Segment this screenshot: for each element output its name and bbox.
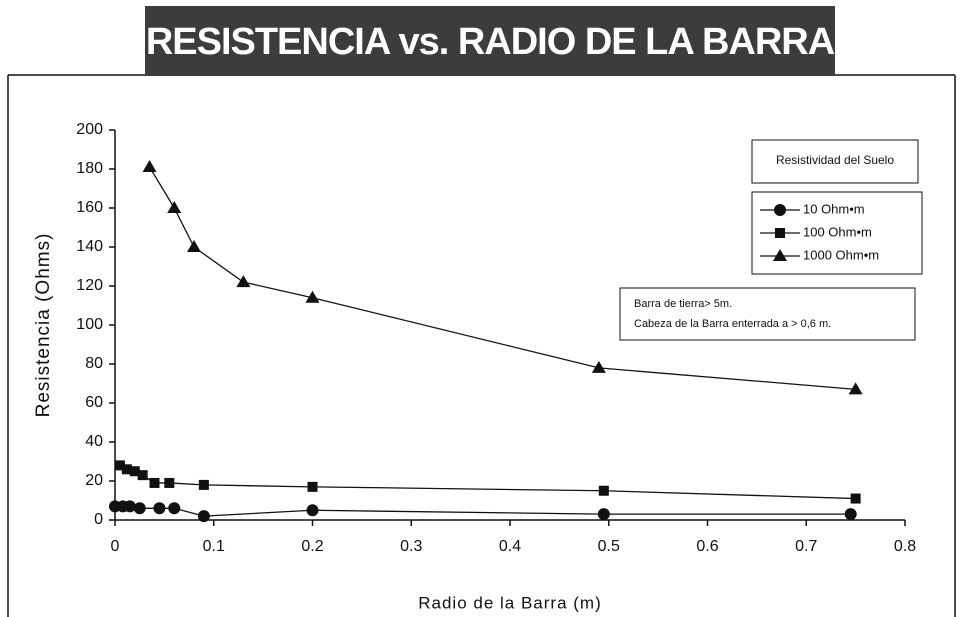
legend-label: 10 Ohm•m [803,201,865,216]
legend-label: 100 Ohm•m [803,224,872,239]
x-tick-label: 0.6 [696,538,718,555]
y-tick-label: 80 [85,355,103,372]
point [153,502,166,515]
series-line [149,166,856,390]
legend-title: Resistividad del Suelo [776,153,894,167]
x-tick-label: 0.3 [400,538,422,555]
point [142,160,157,173]
y-tick-label: 160 [76,199,103,216]
y-tick-label: 120 [76,277,103,294]
point [848,382,863,395]
y-tick-label: 140 [76,238,103,255]
point [197,510,210,523]
y-tick-label: 200 [76,121,103,138]
point [129,466,140,477]
point [149,477,160,488]
legend-marker [773,249,787,261]
point [168,502,181,515]
legend-label: 1000 Ohm•m [803,247,879,262]
y-tick-label: 40 [85,433,103,450]
point [133,502,146,515]
legend-marker [775,228,785,238]
x-tick-label: 0.7 [795,538,817,555]
series-line [115,505,851,517]
point [187,240,201,252]
series-line [119,464,856,500]
x-tick-label: 0.2 [301,538,323,555]
point [123,500,136,513]
y-tick-label: 20 [85,472,103,489]
point [236,275,251,288]
x-tick-label: 0.8 [894,538,916,555]
y-tick-label: 100 [76,316,103,333]
annotation: Cabeza de la Barra enterrada a > 0,6 m. [634,318,831,330]
x-axis-label: Radio de la Barra (m) [418,593,602,612]
point [844,508,857,521]
point [307,481,318,492]
y-axis-label: Resistencia (Ohms) [33,233,54,418]
y-tick-label: 180 [76,160,103,177]
point [306,504,319,517]
legend-marker [774,204,786,216]
annotation-box [619,287,916,341]
point [121,464,132,475]
point [137,470,148,481]
point [850,493,861,504]
chart-title: RESISTENCIA vs. RADIO DE LA BARRA [146,21,835,63]
y-tick-label: 0 [94,511,103,528]
point [305,290,320,303]
point [598,485,609,496]
point [167,201,182,213]
legend-title-box [751,139,919,184]
title-banner [145,6,835,76]
annotation: Barra de tierra> 5m. [634,298,732,310]
point [591,360,606,373]
point [164,477,175,488]
point [114,460,125,471]
x-tick-label: 0 [111,538,120,555]
x-tick-label: 0.1 [203,538,225,555]
point [198,479,209,490]
point [597,508,610,521]
x-tick-label: 0.5 [598,538,620,555]
y-tick-label: 60 [85,394,103,411]
x-tick-label: 0.4 [499,538,521,555]
